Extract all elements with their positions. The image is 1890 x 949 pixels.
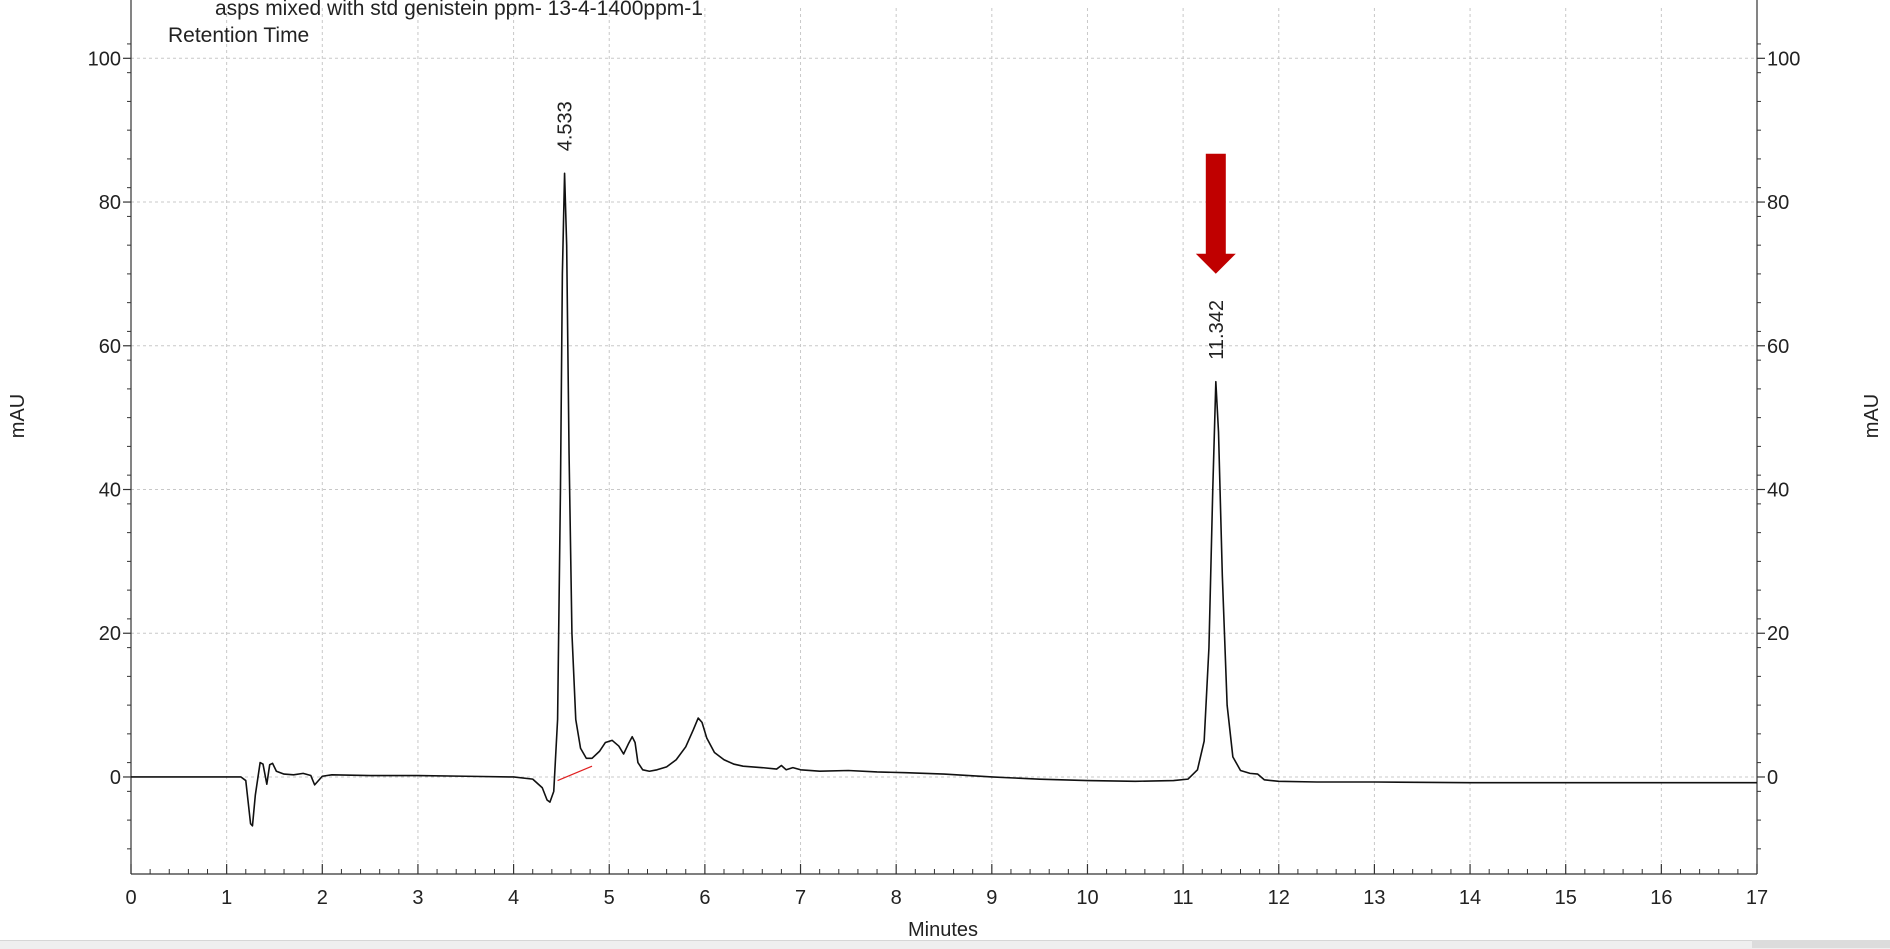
y-tick-label-left-100: 100 bbox=[88, 48, 121, 70]
y-tick-label-right-0: 0 bbox=[1767, 767, 1778, 789]
x-tick-label-12: 12 bbox=[1268, 887, 1290, 909]
y-tick-label-right-80: 80 bbox=[1767, 192, 1789, 214]
x-tick-label-11: 11 bbox=[1173, 887, 1194, 909]
x-tick-label-3: 3 bbox=[412, 887, 423, 909]
y-tick-label-right-60: 60 bbox=[1767, 336, 1789, 358]
y-tick-label-right-40: 40 bbox=[1767, 480, 1789, 502]
y-axis-title-right: mAU bbox=[1861, 394, 1883, 438]
y-tick-label-left-40: 40 bbox=[99, 480, 121, 502]
x-tick-label-7: 7 bbox=[795, 887, 806, 909]
horizontal-scrollbar-track[interactable] bbox=[0, 940, 1890, 949]
x-tick-label-6: 6 bbox=[699, 887, 710, 909]
x-tick-label-10: 10 bbox=[1076, 887, 1098, 909]
chromatogram-trace-0 bbox=[131, 172, 1757, 827]
y-axis-title-left: mAU bbox=[7, 394, 29, 438]
trace-layer bbox=[131, 172, 1757, 827]
peak-label-4.533: 4.533 bbox=[555, 101, 577, 151]
x-tick-label-8: 8 bbox=[891, 887, 902, 909]
peak-annotations: 11.342 4.533 bbox=[555, 101, 1236, 360]
scrollbar-corner bbox=[1752, 940, 1890, 948]
y-tick-label-right-100: 100 bbox=[1767, 48, 1800, 70]
x-tick-label-13: 13 bbox=[1363, 887, 1385, 909]
x-tick-label-16: 16 bbox=[1650, 887, 1672, 909]
x-tick-label-5: 5 bbox=[604, 887, 615, 909]
tick-marks bbox=[123, 43, 1765, 874]
x-tick-label-4: 4 bbox=[508, 887, 519, 909]
trace-label: Retention Time bbox=[168, 24, 309, 47]
x-tick-label-9: 9 bbox=[986, 887, 997, 909]
x-axis-title: Minutes bbox=[908, 919, 978, 941]
x-tick-label-0: 0 bbox=[125, 887, 136, 909]
y-tick-label-left-80: 80 bbox=[99, 192, 121, 214]
x-tick-label-17: 17 bbox=[1746, 887, 1768, 909]
x-tick-label-1: 1 bbox=[221, 887, 232, 909]
y-tick-label-left-60: 60 bbox=[99, 336, 121, 358]
x-tick-label-15: 15 bbox=[1555, 887, 1577, 909]
axes bbox=[130, 0, 1758, 875]
x-tick-label-14: 14 bbox=[1459, 887, 1481, 909]
x-tick-label-2: 2 bbox=[317, 887, 328, 909]
y-tick-label-left-20: 20 bbox=[99, 623, 121, 645]
peak-label-11.342: 11.342 bbox=[1206, 300, 1228, 360]
grid-lines bbox=[131, 8, 1757, 874]
y-tick-label-right-20: 20 bbox=[1767, 623, 1789, 645]
arrow-down-icon bbox=[1195, 153, 1236, 274]
y-tick-label-left-0: 0 bbox=[110, 767, 121, 789]
integration-baseline bbox=[557, 765, 593, 782]
sample-name: asps mixed with std genistein ppm- 13-4-… bbox=[215, 0, 703, 20]
